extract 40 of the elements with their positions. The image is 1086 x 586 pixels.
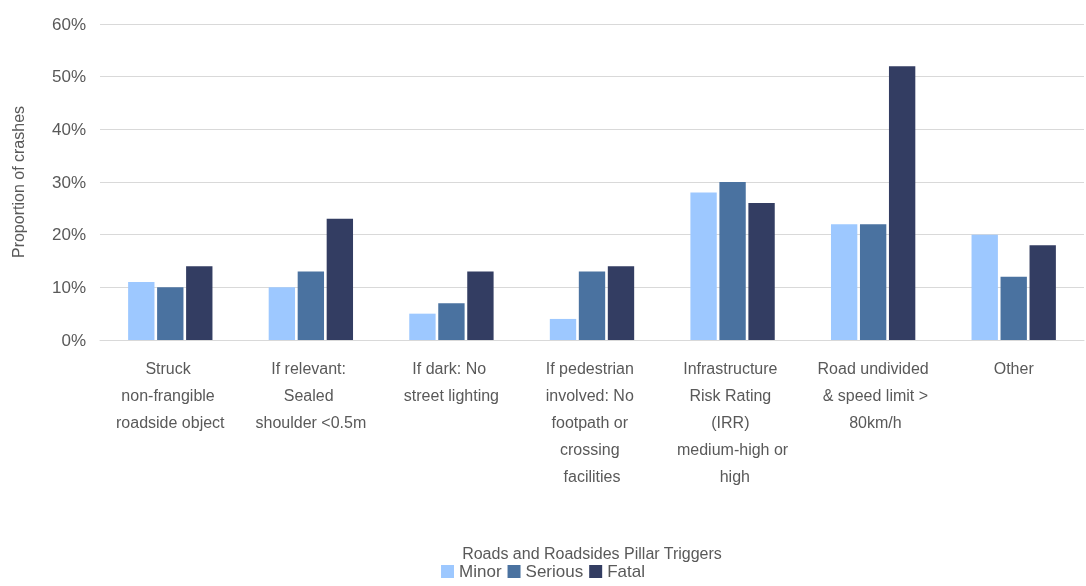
bar: [268, 287, 296, 340]
bar: [409, 313, 436, 340]
bar: [607, 266, 635, 340]
y-tick-label: 0%: [61, 330, 86, 350]
y-tick-label: 40%: [51, 119, 86, 139]
legend-label: Minor: [459, 562, 502, 581]
x-axis-title: Roads and Roadsides Pillar Triggers: [462, 544, 722, 562]
bar: [1029, 245, 1056, 340]
bar: [1000, 276, 1027, 340]
bar: [748, 203, 775, 340]
bar: [186, 266, 213, 340]
bar: [549, 318, 577, 340]
bar: [971, 234, 998, 340]
bar: [297, 271, 325, 340]
y-tick-label: 10%: [51, 277, 86, 297]
x-tick-label: Road undivided & speed limit > 80km/h: [817, 360, 929, 431]
x-tick-label: Infrastructure Risk Rating (IRR) medium-high or high: [676, 360, 789, 485]
y-tick-label: 20%: [51, 225, 86, 245]
y-tick-label: 60%: [51, 14, 86, 34]
bar: [719, 182, 746, 340]
x-tick-label: If pedestrian involved: No footpath or crossing facilities: [545, 360, 639, 485]
bar: [830, 224, 858, 340]
x-tick-label: Struck non-frangible roadside object: [116, 360, 226, 431]
bar: [467, 271, 494, 340]
bar: [438, 303, 465, 340]
bar: [128, 282, 155, 340]
x-tick-label: Other: [993, 360, 1035, 377]
bar: [578, 271, 606, 340]
bar: [157, 287, 184, 340]
x-tick-label: If dark: No street lighting: [403, 360, 500, 404]
y-tick-label: 50%: [51, 67, 86, 87]
legend-label: Serious: [525, 562, 584, 581]
bar: [859, 224, 887, 340]
x-tick-label: If relevant: Sealed shoulder <0.5m: [255, 360, 367, 431]
y-tick-label: 30%: [51, 172, 86, 192]
bar: [888, 66, 916, 340]
bar: [326, 218, 354, 340]
y-axis-title: Proportion of crashes: [9, 105, 27, 259]
bar: [690, 192, 717, 340]
legend-label: Fatal: [607, 562, 645, 581]
